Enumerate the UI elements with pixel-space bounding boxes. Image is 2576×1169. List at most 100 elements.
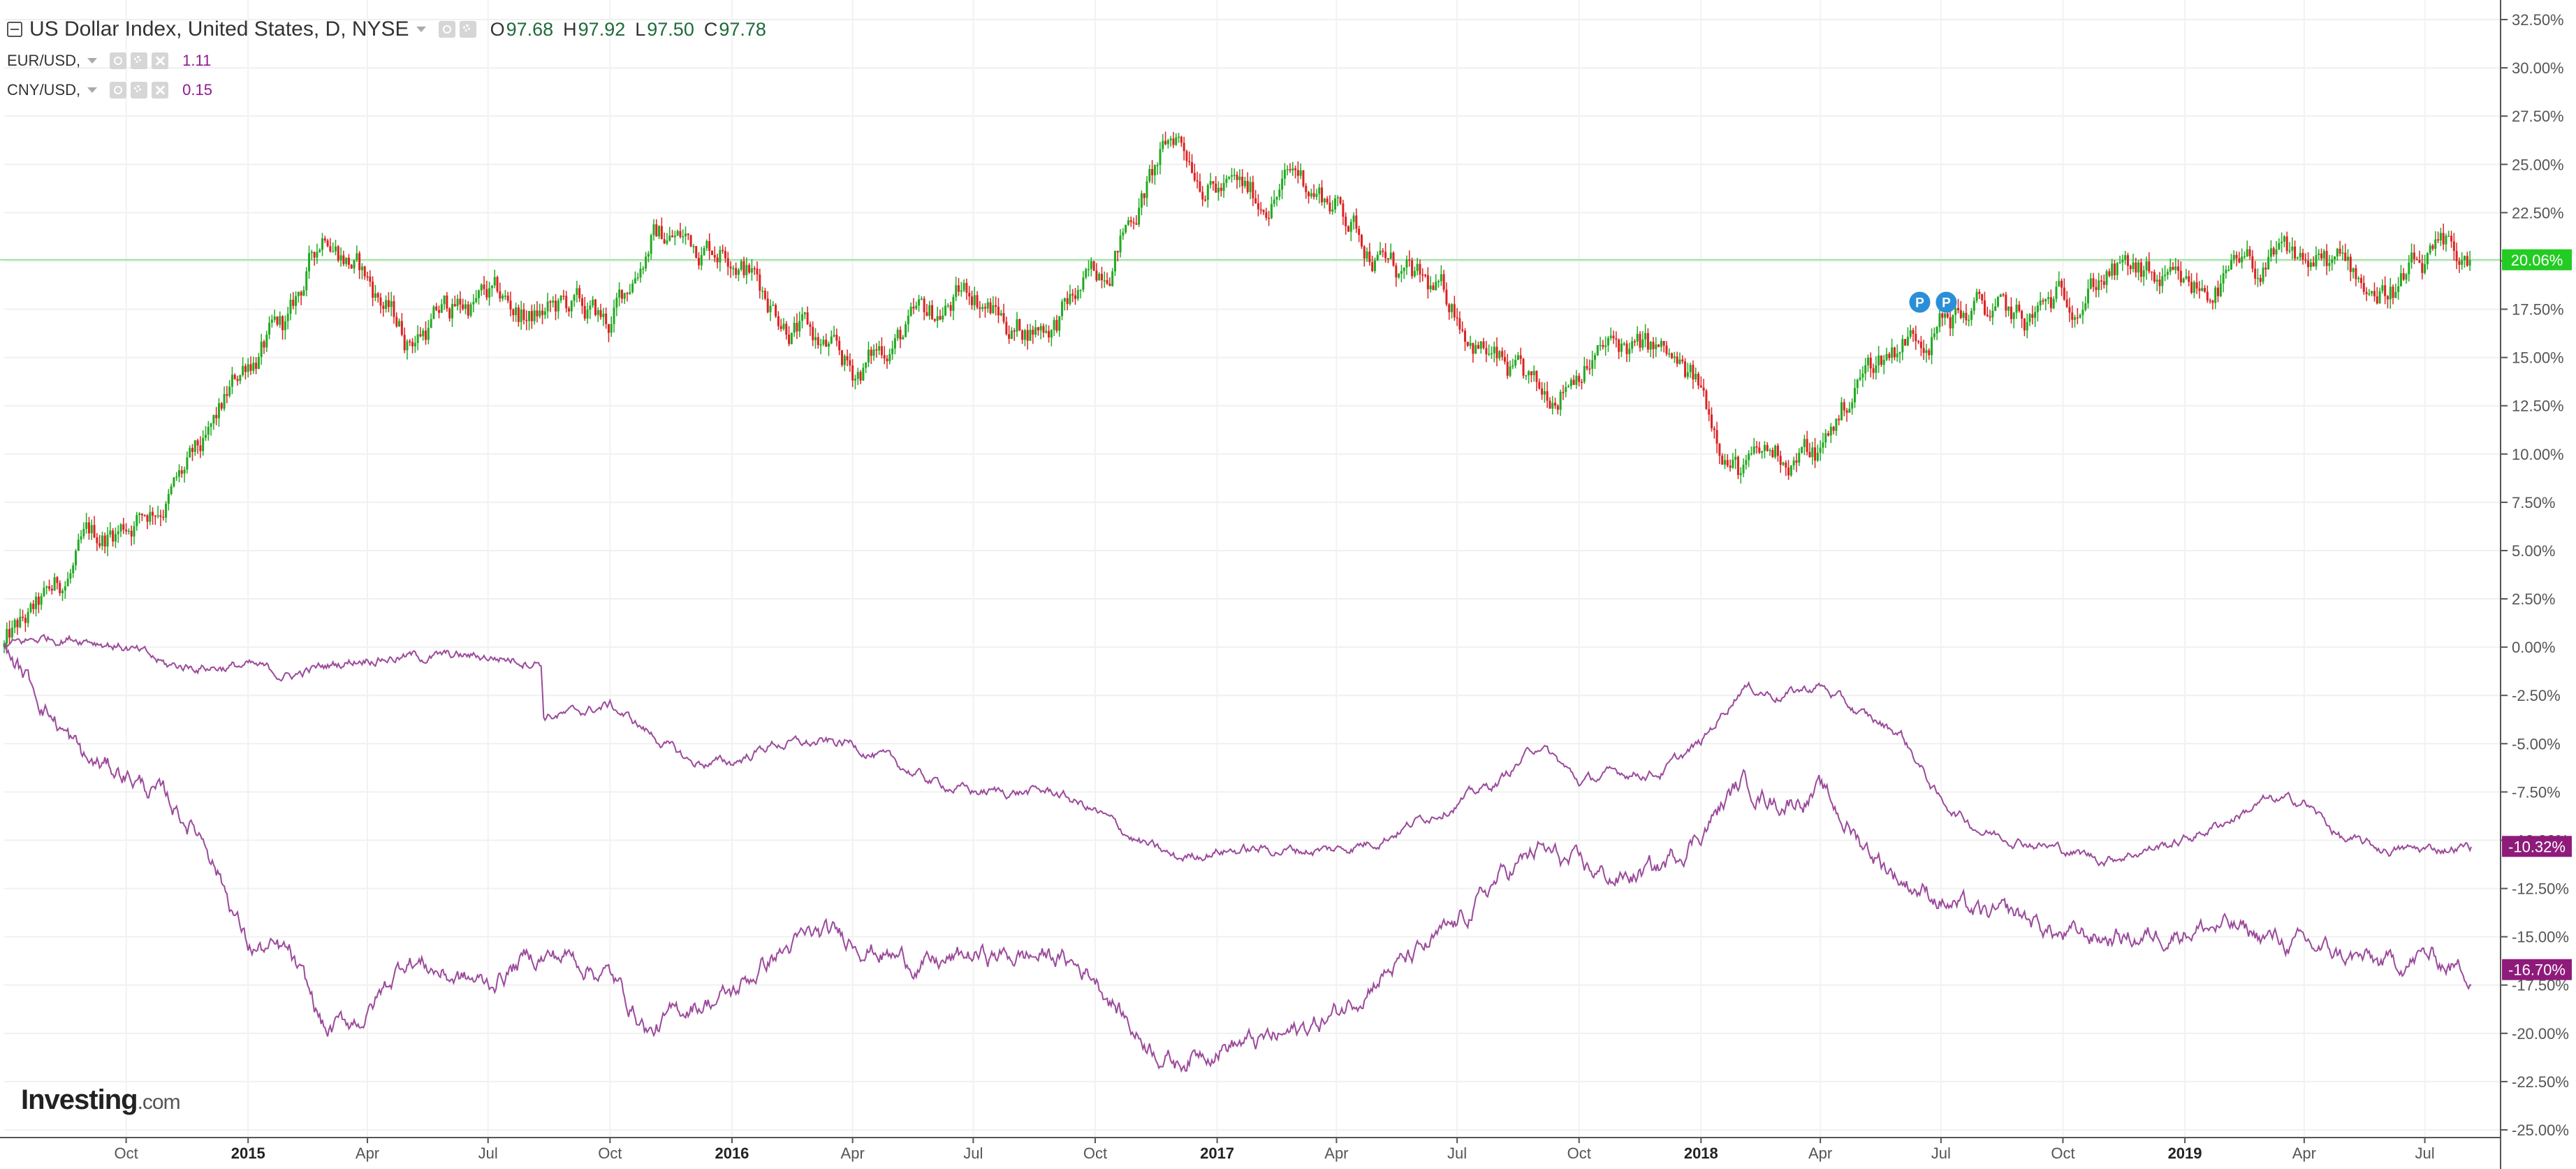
candle — [356, 245, 358, 263]
gear-icon[interactable] — [131, 82, 148, 99]
candle — [1087, 260, 1090, 277]
candle — [1583, 356, 1586, 384]
candle — [798, 311, 801, 337]
candle — [316, 243, 319, 264]
candle — [724, 247, 726, 263]
candle — [24, 614, 27, 632]
y-tick-label: 32.50% — [2512, 11, 2564, 29]
candle — [2334, 256, 2336, 265]
x-axis: Oct 2015 Apr Jul Oct 2016 Apr Jul Oct 2017 Apr Jul O… — [0, 1137, 2501, 1162]
candle — [896, 327, 899, 342]
candle — [502, 293, 504, 302]
candle — [979, 300, 981, 319]
candle — [106, 527, 109, 556]
x-tick-label: Apr — [2292, 1145, 2316, 1162]
candle — [1853, 379, 1856, 408]
candle — [2288, 242, 2291, 254]
candle — [626, 291, 629, 302]
candle — [1442, 270, 1445, 293]
candle — [453, 296, 456, 307]
candle — [1835, 418, 1838, 436]
candle — [485, 280, 488, 300]
candle — [902, 335, 905, 340]
candle — [1660, 337, 1662, 352]
candle — [1586, 358, 1588, 371]
candle — [1153, 164, 1156, 185]
collapse-icon[interactable] — [7, 22, 22, 37]
candle — [2105, 269, 2108, 293]
candle — [2190, 273, 2193, 295]
candle — [1633, 339, 1636, 347]
candle — [363, 266, 366, 280]
candle — [1519, 347, 1522, 365]
candle — [1641, 331, 1644, 351]
candle — [1206, 183, 1209, 208]
cny-symbol[interactable]: CNY/USD, — [7, 81, 81, 99]
candle — [838, 336, 841, 356]
candle — [130, 525, 133, 546]
candle — [268, 316, 271, 340]
chevron-down-icon[interactable] — [87, 58, 98, 64]
candle — [69, 569, 72, 584]
candle — [1543, 382, 1546, 403]
candle — [406, 339, 409, 360]
chevron-down-icon[interactable] — [87, 87, 98, 93]
x-tick-label: Apr — [1808, 1145, 1832, 1162]
eye-icon[interactable] — [110, 82, 127, 99]
candle — [2450, 231, 2453, 248]
candle — [1127, 217, 1129, 226]
candle — [880, 337, 883, 359]
candle — [915, 301, 918, 310]
main-symbol[interactable]: US Dollar Index, United States, D, NYSE — [29, 17, 409, 41]
eye-icon[interactable] — [110, 52, 127, 69]
candle — [1734, 449, 1737, 470]
candle — [983, 303, 986, 318]
candle — [2010, 297, 2012, 324]
eye-icon[interactable] — [438, 21, 455, 38]
candle — [22, 609, 24, 622]
candle — [636, 273, 639, 281]
candle — [1532, 365, 1535, 382]
candle — [1588, 359, 1591, 375]
candle — [2036, 302, 2039, 321]
candle — [2095, 279, 2098, 298]
candle — [2235, 251, 2238, 267]
x-tick-label: Apr — [356, 1145, 379, 1162]
candle — [888, 348, 891, 365]
chevron-down-icon[interactable] — [416, 27, 426, 32]
candle — [170, 484, 173, 495]
candle — [493, 269, 496, 289]
candle — [660, 217, 663, 240]
candle — [80, 530, 82, 544]
candle — [74, 549, 77, 571]
candle — [1212, 181, 1215, 191]
gear-icon[interactable] — [459, 21, 476, 38]
close-icon[interactable] — [152, 52, 169, 69]
close-icon[interactable] — [152, 82, 169, 99]
eur-symbol[interactable]: EUR/USD, — [7, 52, 81, 69]
candle — [1509, 360, 1512, 377]
candle — [1678, 352, 1681, 365]
candle — [175, 472, 178, 481]
candle — [292, 292, 295, 310]
candle — [1342, 199, 1345, 226]
candle — [1023, 328, 1026, 347]
candle — [2092, 273, 2095, 292]
candle — [419, 327, 422, 337]
candle — [2349, 254, 2352, 282]
candle — [618, 282, 621, 307]
candle — [599, 303, 602, 320]
candle — [360, 263, 363, 279]
candle — [1426, 267, 1429, 299]
candle — [1048, 325, 1051, 343]
candle — [803, 312, 806, 319]
candle — [59, 580, 61, 596]
candle — [949, 301, 952, 317]
gear-icon[interactable] — [131, 52, 148, 69]
candle — [766, 291, 769, 314]
candle — [2113, 260, 2116, 280]
candle — [1416, 258, 1419, 276]
candle — [217, 398, 220, 427]
